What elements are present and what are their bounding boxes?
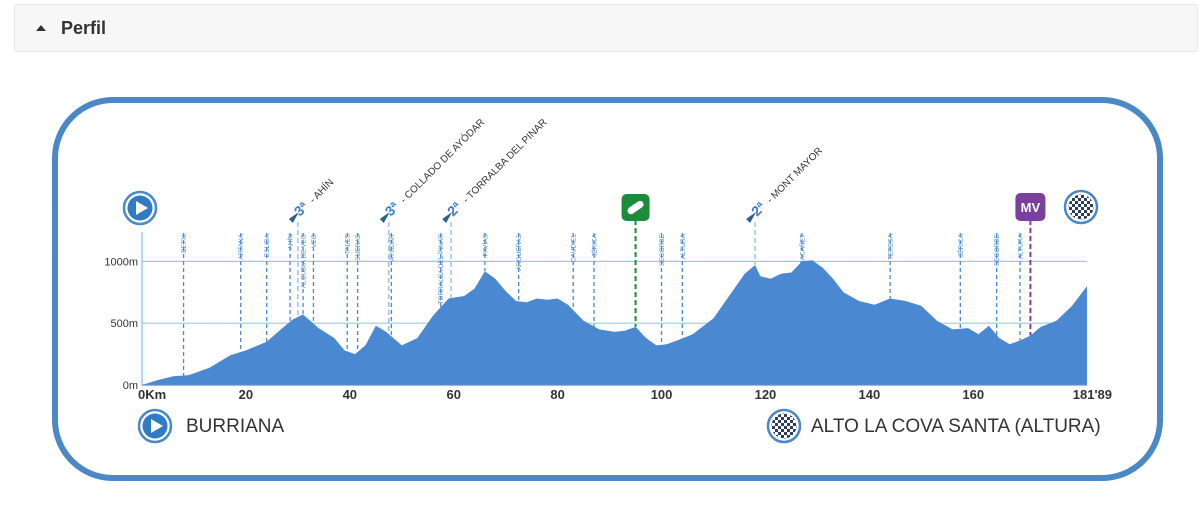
town-label: TALES [345, 233, 352, 254]
mv-badge [1015, 193, 1046, 221]
x-tick-label: 100 [651, 387, 673, 402]
y-tick-label: 1000m [104, 256, 138, 268]
climb-label: 3ª- COLLADO DE AYÓDAR [382, 116, 488, 219]
finish-label: ALTO LA COVA SANTA (ALTURA) [811, 416, 1101, 437]
climb-pointer-icon [379, 212, 390, 223]
x-tick-label: 140 [859, 387, 881, 402]
climb-name: - AHÍN [306, 176, 336, 206]
finish-checkered-flag-icon [766, 408, 802, 444]
x-tick-label: 181'89 [1073, 387, 1112, 402]
climb-pointer-icon [442, 212, 453, 223]
x-tick-label: 0Km [138, 387, 166, 402]
elevation-area [142, 260, 1087, 385]
town-label: SACAÑET [797, 234, 806, 265]
town-label: ARTANA [238, 233, 245, 259]
town-label: ALCUDIA DE VEO [301, 234, 308, 288]
town-label: BETXI [181, 234, 188, 253]
x-tick-label: 80 [550, 387, 564, 402]
town-label: ESLIDA [264, 233, 271, 257]
town-label: CAUDIEL [571, 234, 578, 263]
profile-frame [52, 97, 1163, 481]
x-tick-label: 20 [239, 387, 253, 402]
start-play-icon [137, 408, 173, 444]
town-label: TORRALBA DEL PINAR [438, 234, 445, 305]
town-label: TERESA [888, 233, 895, 260]
x-tick-label: 120 [755, 387, 777, 402]
town-label: AYÓDAR [387, 234, 396, 261]
climb-name: - MONT MAYOR [765, 146, 825, 206]
y-tick-label: 0m [123, 380, 138, 392]
town-label: SEGORBE [994, 233, 1001, 266]
x-tick-label: 60 [446, 387, 460, 402]
town-label: JÉRICA [956, 233, 965, 257]
x-tick-label: 160 [962, 387, 984, 402]
town-label: SEGORBE [659, 233, 666, 266]
town-label: ALTURA [1018, 233, 1025, 259]
climb-label: 2ª- MONT MAYOR [748, 146, 825, 220]
climb-pointer-icon [288, 212, 299, 223]
y-tick-label: 500m [110, 318, 138, 330]
climb-label: 3ª- AHÍN [291, 176, 337, 219]
finish-checkered-flag-icon-top [1063, 189, 1099, 225]
town-label: ALTURA [680, 233, 687, 259]
town-label: VEO [311, 234, 318, 248]
town-label: AHÍN [286, 234, 295, 250]
town-label: SUERAS [355, 233, 362, 260]
mv-label: MV [1021, 200, 1041, 215]
climb-pointer-icon [746, 212, 757, 223]
climb-label: 2ª- TORRALBA DEL PINAR [444, 117, 550, 219]
start-legend: BURRIANA [137, 408, 285, 444]
town-label: JÉRICA [590, 233, 599, 257]
town-label: PAVÍAS [480, 233, 489, 256]
start-play-icon-top [122, 190, 158, 226]
start-label: BURRIANA [186, 416, 285, 437]
town-label: ARGUERAS [516, 233, 523, 270]
sprint-icon-glyph [627, 200, 644, 215]
section-title: Perfil [61, 17, 107, 38]
profile-accordion-header[interactable]: Perfil [14, 4, 1198, 52]
finish-legend: ALTO LA COVA SANTA (ALTURA) [766, 408, 1101, 444]
caret-up-icon [36, 25, 46, 31]
x-tick-label: 40 [343, 387, 357, 402]
